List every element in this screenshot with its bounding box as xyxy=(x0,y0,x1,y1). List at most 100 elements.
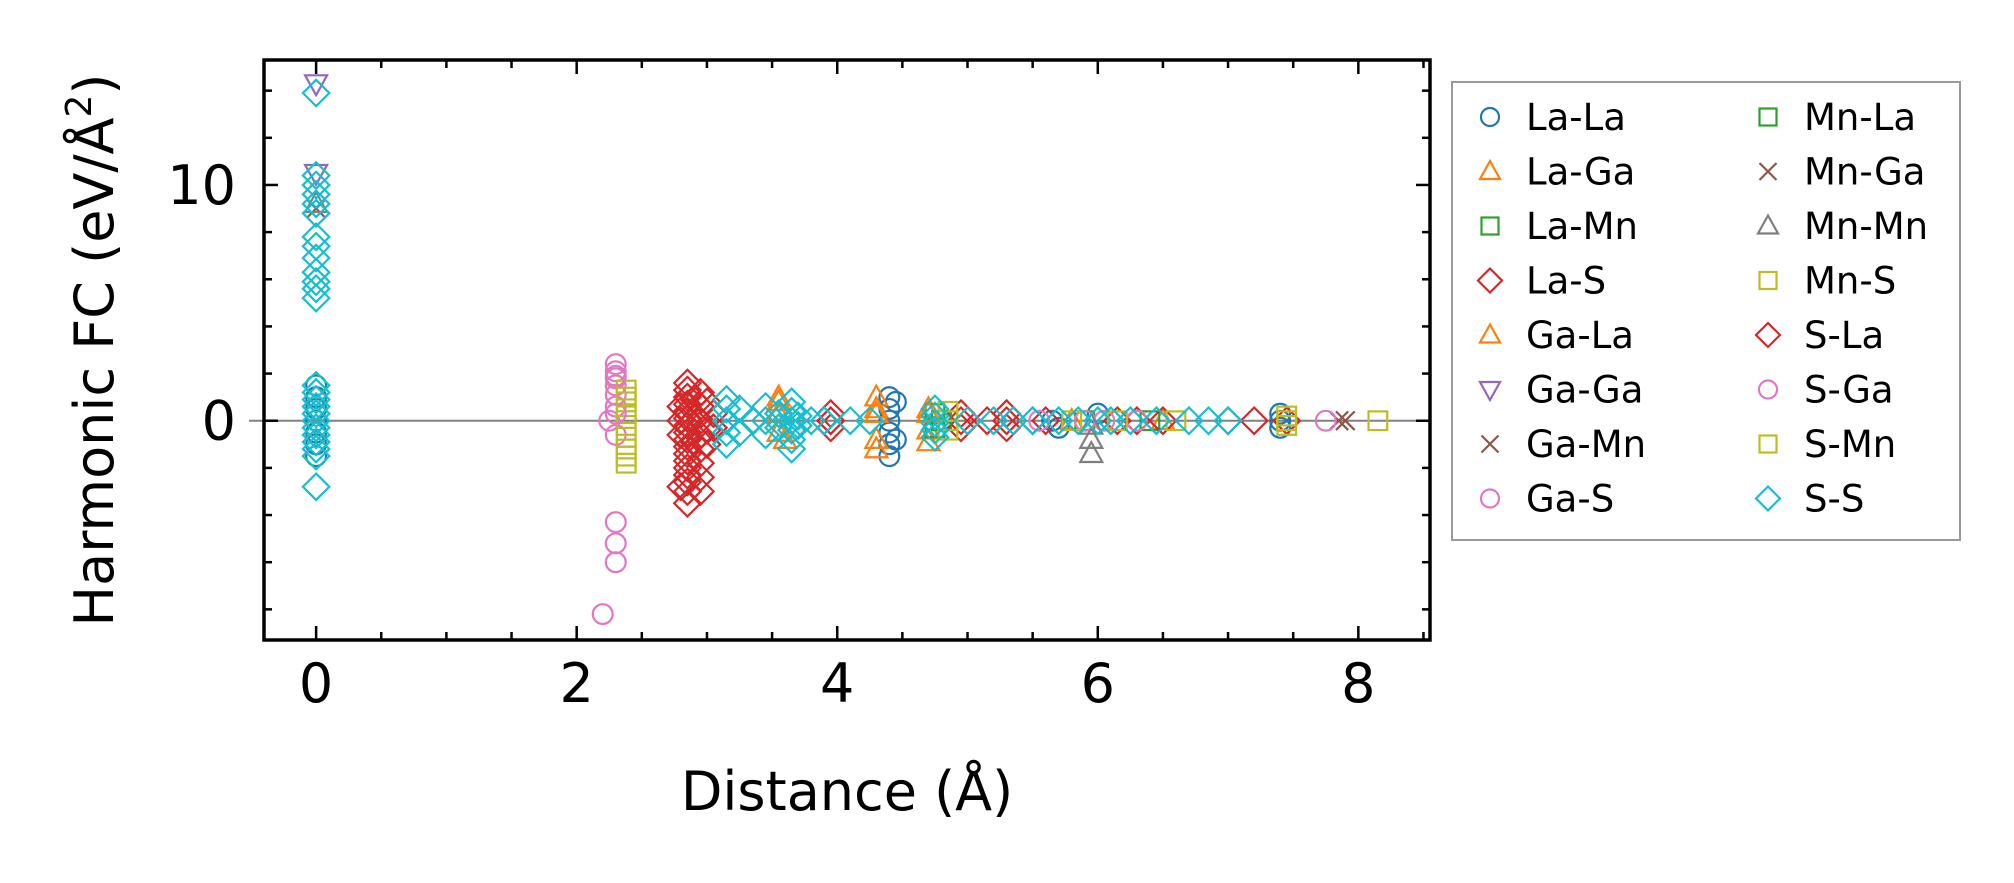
data-point xyxy=(711,429,742,460)
data-point xyxy=(1165,410,1187,432)
data-point xyxy=(1367,410,1389,432)
data-point xyxy=(301,266,331,297)
legend-marker xyxy=(1479,106,1501,128)
data-point xyxy=(666,420,696,450)
data-point xyxy=(776,396,807,427)
data-point xyxy=(863,435,890,459)
legend-marker xyxy=(1758,270,1778,291)
data-point xyxy=(301,160,331,191)
data-point xyxy=(301,189,331,219)
data-point xyxy=(591,603,614,626)
data-point xyxy=(920,394,950,424)
data-point xyxy=(672,403,703,434)
data-point xyxy=(776,387,807,417)
data-point xyxy=(672,438,703,469)
data-point xyxy=(604,364,627,387)
legend-label: Ga-S xyxy=(1526,478,1614,521)
data-point xyxy=(604,551,627,574)
legend-marker xyxy=(1754,321,1782,349)
data-point xyxy=(685,476,716,507)
data-point xyxy=(1269,416,1292,439)
data-point xyxy=(878,386,901,409)
legend-label: La-La xyxy=(1526,96,1626,139)
axis-ticks xyxy=(264,60,1430,640)
data-point xyxy=(301,441,331,471)
data-point xyxy=(1174,405,1204,436)
plot-frame xyxy=(262,58,1432,642)
data-point xyxy=(809,405,839,436)
legend-item: S-Mn xyxy=(1758,423,1896,466)
data-point xyxy=(1139,410,1161,432)
series-s-mn xyxy=(615,386,1298,467)
x-axis-label: Distance (Å) xyxy=(681,759,1013,823)
legend-label: Mn-Mn xyxy=(1804,205,1928,248)
series-s-la xyxy=(679,384,846,457)
legend-label: S-Mn xyxy=(1804,423,1896,466)
data-point xyxy=(685,462,716,493)
data-point xyxy=(952,405,983,436)
data-point xyxy=(815,405,846,436)
legend-label: S-S xyxy=(1804,478,1864,521)
data-point xyxy=(1043,405,1074,436)
legend-item: Mn-Mn xyxy=(1756,205,1928,248)
legend-marker xyxy=(1756,213,1780,235)
y-axis-label-superscript: 2 xyxy=(59,95,100,118)
legend-item: Mn-La xyxy=(1758,96,1916,139)
legend-item: Mn-Ga xyxy=(1758,151,1925,194)
legend-item: S-S xyxy=(1754,478,1864,521)
data-point xyxy=(1017,405,1048,436)
legend-marker xyxy=(1478,322,1502,344)
data-point xyxy=(672,368,703,398)
data-point xyxy=(1276,410,1298,432)
data-point xyxy=(920,422,950,452)
legend-item: La-S xyxy=(1476,260,1606,303)
data-point xyxy=(1096,405,1126,436)
legend-marker xyxy=(1480,216,1500,236)
legend-box xyxy=(1451,81,1961,541)
legend-label: La-S xyxy=(1526,260,1606,303)
y-axis-label-end: ) xyxy=(63,74,126,95)
data-point xyxy=(776,434,807,464)
data-point xyxy=(1028,409,1051,432)
data-point xyxy=(672,424,703,455)
data-point xyxy=(301,179,331,210)
legend-marker xyxy=(1479,488,1501,509)
data-point xyxy=(711,394,742,424)
data-point xyxy=(1083,405,1113,436)
data-point xyxy=(615,445,637,467)
data-point xyxy=(679,384,709,415)
data-point xyxy=(301,434,331,464)
data-point xyxy=(672,446,703,476)
legend-label: Mn-La xyxy=(1804,96,1916,139)
legend-marker xyxy=(1476,266,1504,295)
data-point xyxy=(598,409,621,432)
legend-marker xyxy=(1480,434,1500,454)
data-point xyxy=(301,384,331,415)
legend-marker xyxy=(1758,162,1778,181)
x-tick-label: 2 xyxy=(559,652,593,715)
data-point xyxy=(1239,405,1269,436)
data-point xyxy=(615,403,637,425)
legend-label: S-La xyxy=(1804,314,1884,357)
data-point xyxy=(835,405,866,436)
data-point xyxy=(301,78,331,108)
data-point xyxy=(776,405,807,436)
data-point xyxy=(884,428,907,451)
x-tick-label: 8 xyxy=(1341,652,1375,715)
data-point xyxy=(1078,411,1105,435)
data-point xyxy=(750,391,781,422)
y-tick-label: 0 xyxy=(202,390,236,453)
data-point xyxy=(301,170,331,200)
legend-marker xyxy=(1754,484,1782,513)
series-mn-ga xyxy=(1335,410,1356,431)
legend-label: Mn-S xyxy=(1804,260,1896,303)
data-point xyxy=(750,420,781,450)
legend-item: Ga-Mn xyxy=(1480,423,1646,466)
legend-item: Mn-S xyxy=(1758,260,1896,303)
legend-label: S-Ga xyxy=(1804,369,1894,412)
data-point xyxy=(301,391,331,422)
data-point xyxy=(679,427,709,457)
data-point xyxy=(301,273,331,304)
data-point xyxy=(750,405,781,436)
